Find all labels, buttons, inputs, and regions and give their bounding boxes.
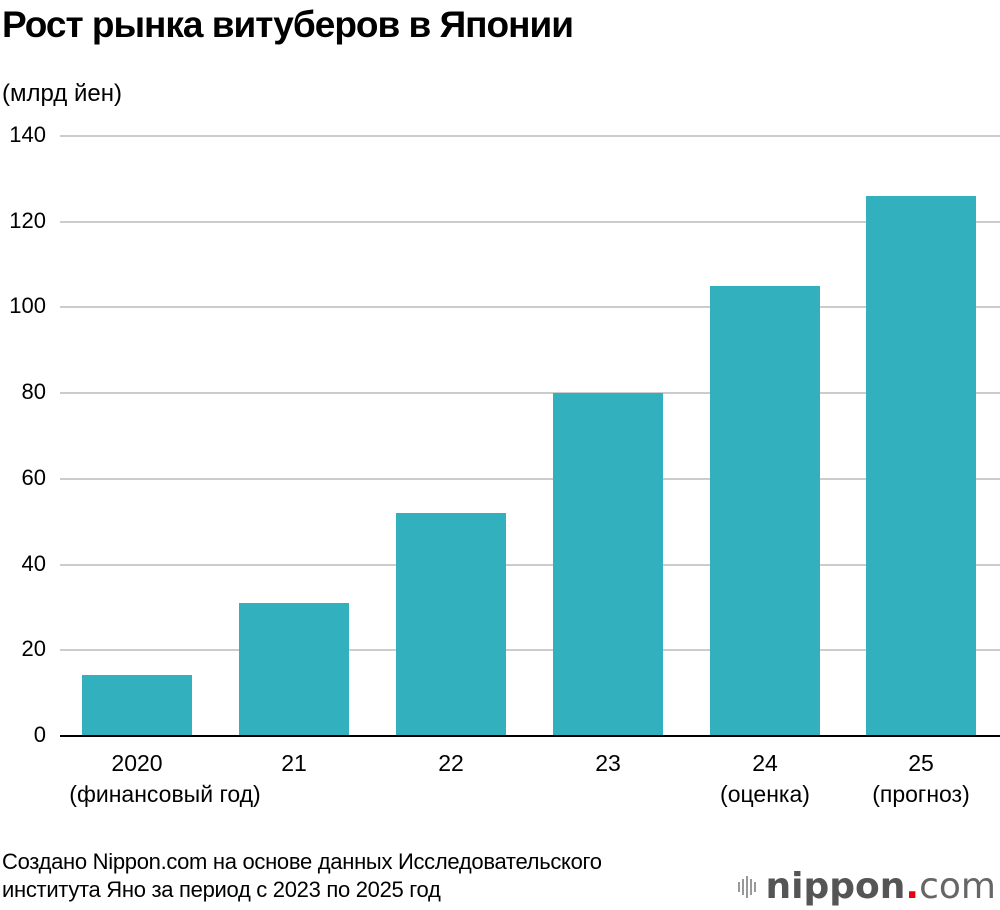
bar	[82, 675, 192, 736]
bar	[710, 286, 820, 736]
y-tick-label: 80	[21, 379, 46, 405]
gridline	[60, 135, 1000, 137]
bar	[396, 513, 506, 736]
logo-suffix: com	[919, 866, 996, 907]
y-tick-label: 140	[9, 122, 46, 147]
y-axis-unit-label: (млрд йен)	[2, 80, 122, 107]
y-tick-label: 0	[33, 722, 46, 747]
gridline	[60, 220, 1000, 223]
y-tick-label: 100	[9, 293, 46, 319]
gridline	[60, 477, 1000, 480]
gridline	[60, 563, 1000, 566]
bar	[866, 196, 976, 736]
x-axis-line	[60, 735, 1000, 737]
x-tick-label: 2020 (финансовый год)	[69, 750, 261, 807]
bar	[239, 603, 349, 736]
chart-title: Рост рынка витуберов в Японии	[2, 4, 574, 45]
logo-dot: .	[905, 866, 920, 907]
soundwave-icon	[737, 875, 756, 898]
gridline	[60, 392, 1000, 395]
gridline	[60, 649, 1000, 652]
x-tick-label: 22	[438, 750, 464, 776]
x-tick-label: 25 (прогноз)	[872, 750, 970, 807]
logo-name: nippon	[765, 866, 906, 907]
source-line-1: Создано Nippon.com на основе данных Иссл…	[2, 849, 602, 874]
y-tick-label: 40	[21, 550, 46, 576]
y-tick-label: 60	[21, 464, 46, 490]
bar	[553, 393, 663, 736]
x-tick-label: 21	[281, 750, 307, 776]
nippon-logo: nippon. com	[737, 866, 996, 907]
x-tick-label: 23	[595, 750, 621, 776]
source-line-2: института Яно за период с 2023 по 2025 г…	[2, 877, 441, 902]
source-note: Создано Nippon.com на основе данных Иссл…	[2, 848, 602, 904]
gridline	[60, 306, 1000, 309]
y-tick-label: 20	[21, 636, 46, 662]
x-tick-label: 24 (оценка)	[720, 750, 810, 807]
y-tick-label: 120	[9, 207, 46, 233]
